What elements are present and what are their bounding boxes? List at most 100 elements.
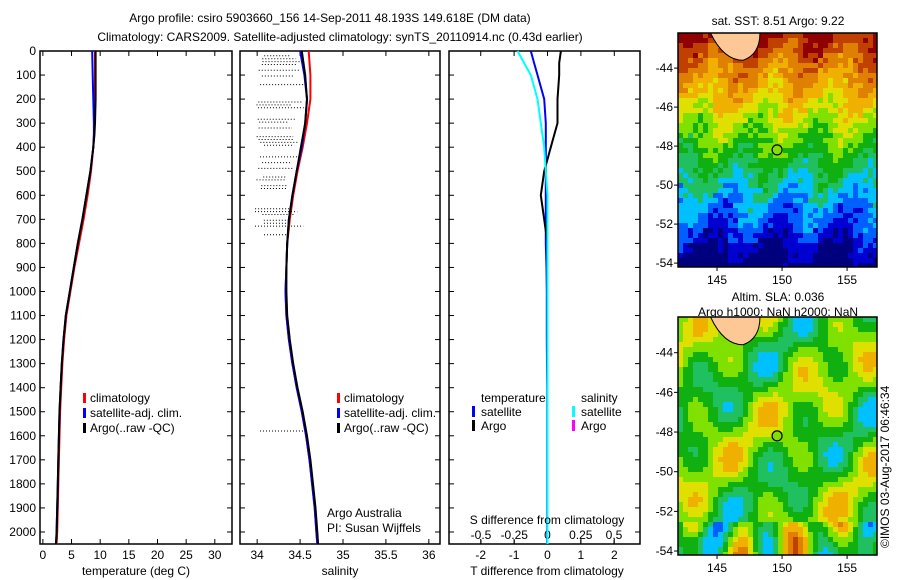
map-cell (693, 108, 698, 113)
map-cell (828, 93, 833, 98)
map-cell (683, 477, 688, 482)
map-cell (793, 183, 798, 188)
map-cell (793, 367, 798, 372)
map-cell (843, 48, 848, 53)
map-cell (843, 407, 848, 412)
map-cell (713, 173, 718, 178)
map-cell (833, 238, 838, 243)
map-cell (848, 552, 853, 555)
map-cell (713, 78, 718, 83)
map-cell (833, 327, 838, 332)
map-cell (758, 38, 763, 43)
map-cell (863, 482, 868, 487)
map-cell (783, 83, 788, 88)
temperature-legend: climatology satellite-adj. clim. Argo(..… (83, 391, 182, 435)
map-cell (843, 233, 848, 238)
map-cell (763, 367, 768, 372)
map-cell (698, 527, 703, 532)
map-cell (708, 98, 713, 103)
map-cell (748, 357, 753, 362)
map-cell (678, 203, 683, 208)
map-cell (748, 108, 753, 113)
map-cell (823, 48, 828, 53)
map-cell (858, 258, 863, 263)
lon-tick-label: 155 (837, 273, 857, 287)
map-cell (858, 168, 863, 173)
map-cell (703, 148, 708, 153)
map-cell (863, 402, 868, 407)
map-cell (833, 248, 838, 253)
map-cell (813, 188, 818, 193)
map-cell (733, 143, 738, 148)
map-cell (688, 33, 693, 38)
map-cell (828, 367, 833, 372)
map-cell (698, 33, 703, 38)
map-cell (703, 248, 708, 253)
map-cell (823, 502, 828, 507)
map-cell (688, 148, 693, 153)
map-cell (858, 532, 863, 537)
map-cell (678, 377, 683, 382)
map-cell (833, 402, 838, 407)
map-cell (778, 452, 783, 457)
map-cell (843, 203, 848, 208)
map-cell (798, 243, 803, 248)
map-cell (728, 487, 733, 492)
map-cell (758, 492, 763, 497)
map-cell (688, 437, 693, 442)
map-cell (768, 542, 773, 547)
map-cell (708, 118, 713, 123)
map-cell (788, 218, 793, 223)
map-cell (738, 442, 743, 447)
map-cell (773, 63, 778, 68)
map-cell (858, 462, 863, 467)
map-cell (743, 248, 748, 253)
map-cell (703, 178, 708, 183)
map-cell (773, 427, 778, 432)
map-cell (868, 512, 873, 517)
map-cell (838, 173, 843, 178)
map-cell (768, 53, 773, 58)
map-cell (838, 472, 843, 477)
map-cell (753, 427, 758, 432)
map-cell (763, 188, 768, 193)
map-cell (773, 442, 778, 447)
map-cell (858, 173, 863, 178)
map-cell (803, 73, 808, 78)
map-cell (858, 487, 863, 492)
map-cell (718, 547, 723, 552)
map-cell (788, 482, 793, 487)
x2-tick-label: 0.25 (569, 528, 593, 542)
map-cell (773, 248, 778, 253)
map-cell (813, 123, 818, 128)
map-cell (783, 512, 788, 517)
map-cell (868, 377, 873, 382)
map-cell (788, 502, 793, 507)
map-cell (798, 223, 803, 228)
map-cell (708, 233, 713, 238)
map-cell (788, 387, 793, 392)
map-cell (813, 153, 818, 158)
map-cell (713, 427, 718, 432)
map-cell (728, 198, 733, 203)
map-cell (773, 238, 778, 243)
map-cell (713, 332, 718, 337)
map-cell (733, 547, 738, 552)
map-cell (743, 158, 748, 163)
map-cell (828, 452, 833, 457)
map-cell (823, 188, 828, 193)
map-cell (838, 407, 843, 412)
map-cell (708, 248, 713, 253)
map-cell (773, 387, 778, 392)
map-cell (838, 263, 843, 267)
map-cell (813, 452, 818, 457)
map-cell (753, 88, 758, 93)
map-cell (728, 397, 733, 402)
map-cell (698, 477, 703, 482)
map-cell (773, 452, 778, 457)
map-cell (753, 512, 758, 517)
map-cell (773, 552, 778, 555)
map-cell (798, 372, 803, 377)
map-cell (738, 198, 743, 203)
map-cell (763, 452, 768, 457)
